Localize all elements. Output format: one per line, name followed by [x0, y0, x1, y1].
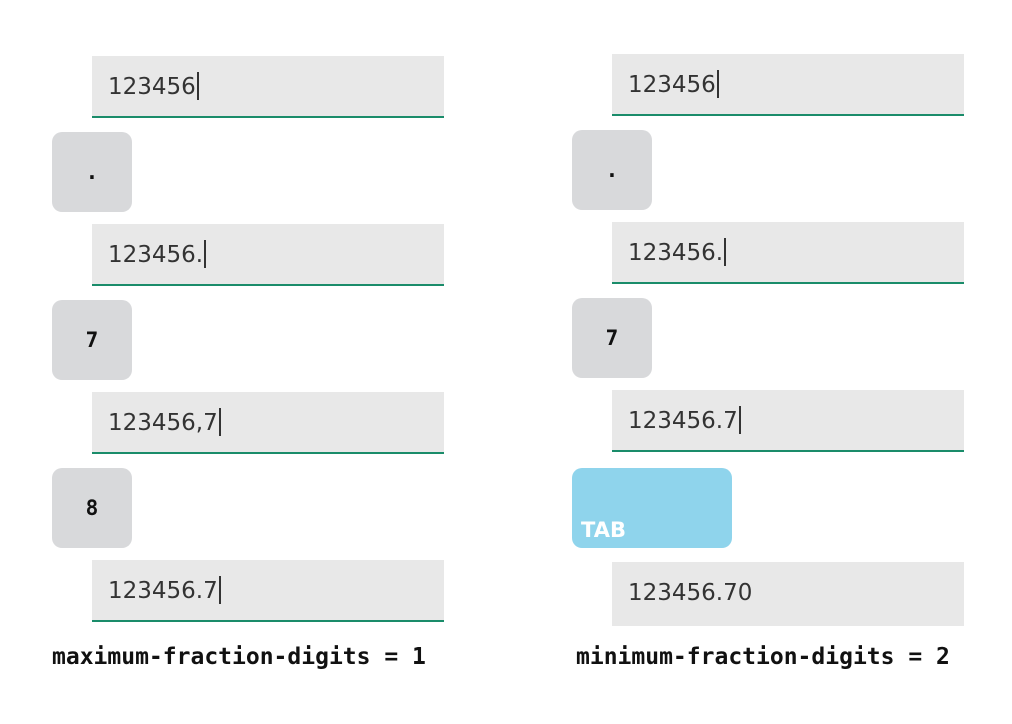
key-label: 7 — [605, 326, 619, 350]
input-value: 123456.7 — [628, 408, 738, 434]
text-caret — [204, 239, 207, 268]
key-7[interactable]: 7 — [572, 298, 652, 378]
caption-minimum-fraction-digits: minimum-fraction-digits = 2 — [576, 644, 950, 670]
number-input[interactable]: 123456. — [92, 224, 444, 286]
input-value: 123456. — [108, 242, 204, 268]
key-period[interactable]: . — [52, 132, 132, 212]
text-caret — [218, 575, 221, 604]
text-caret — [738, 405, 741, 434]
input-value: 123456.7 — [108, 578, 218, 604]
input-value: 123456 — [108, 74, 196, 100]
text-caret — [716, 69, 719, 98]
key-label: TAB — [581, 518, 626, 542]
text-caret — [218, 407, 221, 436]
key-label: 8 — [85, 496, 99, 520]
input-value: 123456 — [628, 72, 716, 98]
key-tab[interactable]: TAB — [572, 468, 732, 548]
key-period[interactable]: . — [572, 130, 652, 210]
number-input[interactable]: 123456.7 — [612, 390, 964, 452]
number-input[interactable]: 123456 — [612, 54, 964, 116]
key-8[interactable]: 8 — [52, 468, 132, 548]
key-label: . — [85, 160, 99, 184]
text-caret — [724, 237, 727, 266]
key-7[interactable]: 7 — [52, 300, 132, 380]
text-caret — [196, 71, 199, 100]
input-value: 123456. — [628, 240, 724, 266]
number-input[interactable]: 123456 — [92, 56, 444, 118]
key-label: . — [605, 158, 619, 182]
input-value: 123456,7 — [108, 410, 218, 436]
number-input[interactable]: 123456. — [612, 222, 964, 284]
input-value: 123456.70 — [628, 580, 753, 606]
number-input[interactable]: 123456,7 — [92, 392, 444, 454]
caption-maximum-fraction-digits: maximum-fraction-digits = 1 — [52, 644, 426, 670]
number-input[interactable]: 123456.7 — [92, 560, 444, 622]
number-input[interactable]: 123456.70 — [612, 562, 964, 626]
key-label: 7 — [85, 328, 99, 352]
